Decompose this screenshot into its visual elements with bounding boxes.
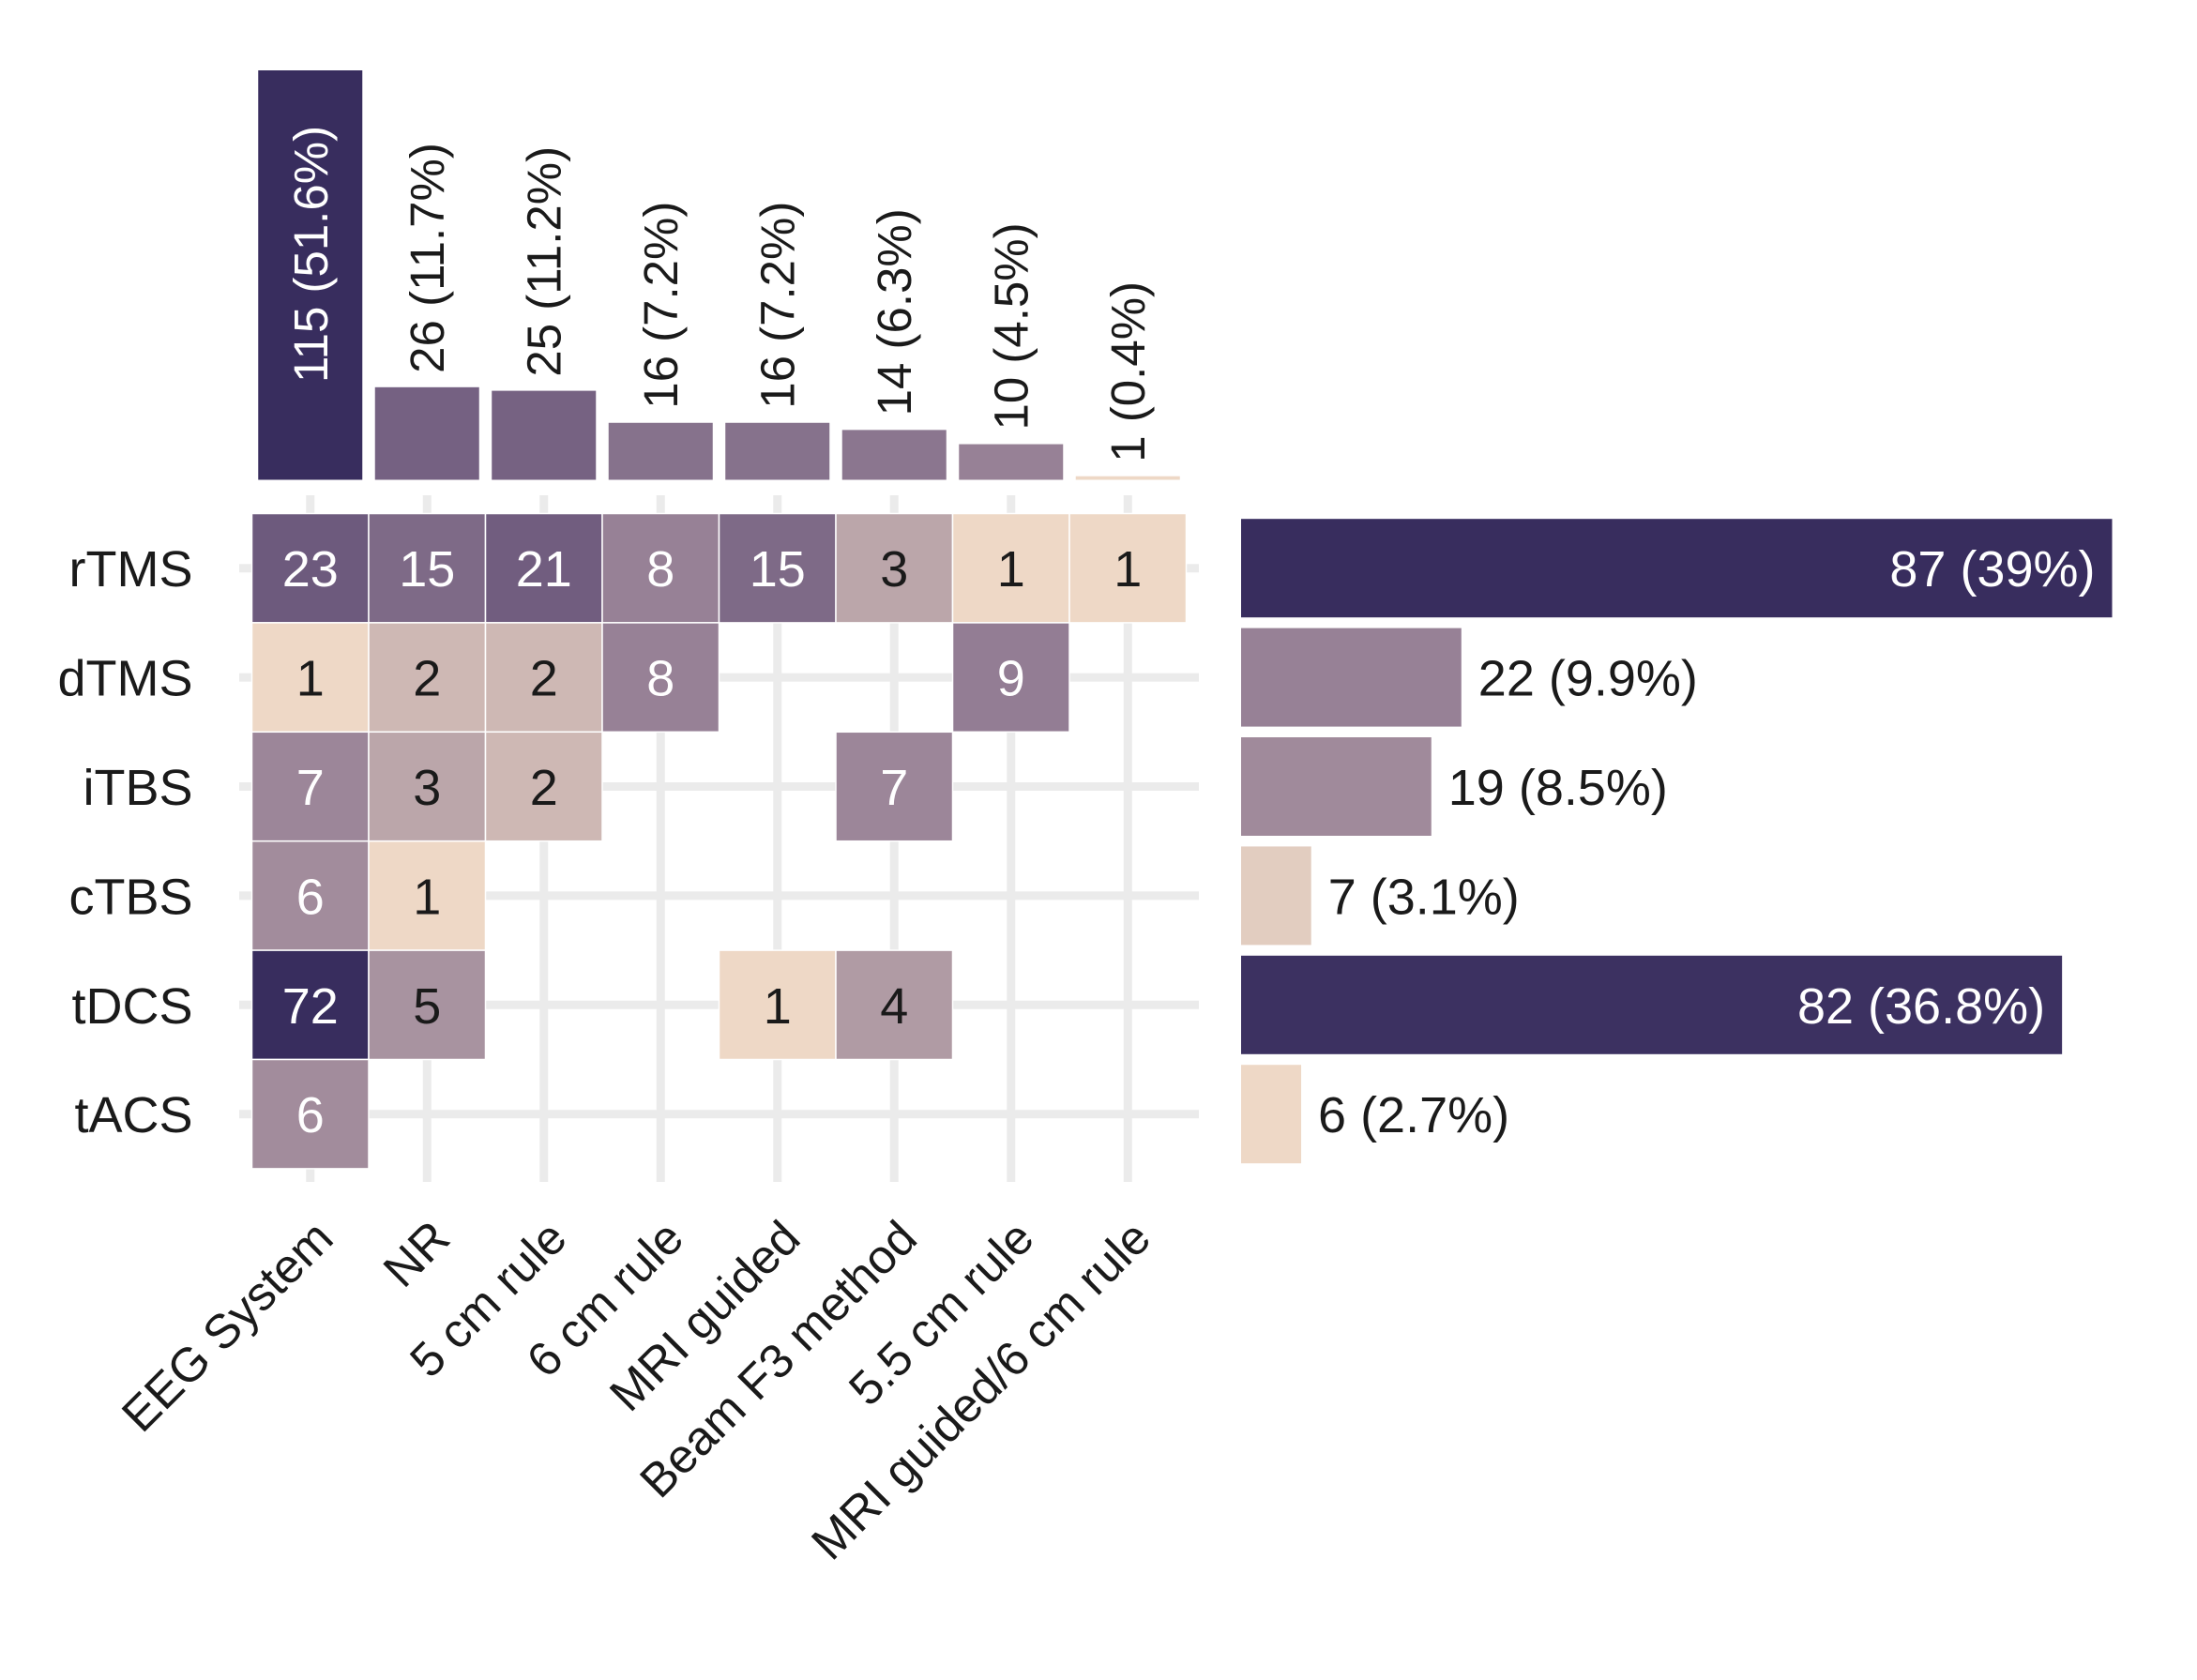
row-label: iTBS (83, 760, 192, 816)
column-label: NR (373, 1210, 460, 1296)
heatmap-cell-label: 5 (413, 978, 441, 1035)
row-total-label: 22 (9.9%) (1478, 651, 1698, 707)
heatmap-cell (484, 512, 603, 624)
heatmap-cell-label: 2 (530, 651, 558, 707)
column-total-bar (258, 70, 363, 480)
column-label: EEG System (112, 1210, 343, 1442)
heatmap-cell (951, 622, 1070, 734)
column-total-bar (374, 386, 479, 480)
heatmap-cell (368, 731, 487, 842)
row-total-bar (1241, 955, 2063, 1054)
heatmap-cell-label: 3 (880, 541, 908, 598)
row-total-bars: 87 (39%) 22 (9.9%) 19 (8.5%) 7 (3.1%) 82 (36… (1241, 519, 2113, 1164)
heatmap-cell-label: 1 (296, 651, 325, 707)
heatmap-cell-label: 8 (646, 541, 674, 598)
row-total-bar (1241, 846, 1311, 946)
row-total-bar (1241, 628, 1462, 727)
row-total-bar (1241, 519, 2113, 618)
heatmap-cell-label: 15 (399, 541, 455, 598)
column-total-label: 16 (7.2%) (751, 202, 805, 409)
row-total-bar (1241, 1065, 1302, 1164)
heatmap-cell-label: 23 (282, 541, 339, 598)
heatmap-cell (1068, 512, 1188, 624)
row-total-label: 6 (2.7%) (1318, 1087, 1509, 1143)
column-total-label: 10 (4.5%) (985, 222, 1038, 430)
heatmap-cell (835, 512, 954, 624)
heatmap-cell-label: 1 (764, 978, 792, 1035)
heatmap-cell (835, 731, 954, 842)
heatmap-cell-label: 3 (413, 760, 441, 816)
heatmap-cell-label: 7 (880, 760, 908, 816)
row-total-label: 87 (39%) (1889, 541, 2095, 598)
column-total-label: 1 (0.4%) (1101, 281, 1155, 462)
column-total-label: 14 (6.3%) (868, 208, 921, 416)
heatmap-cell (601, 622, 720, 734)
row-label: dTMS (57, 651, 192, 707)
row-label: cTBS (68, 869, 192, 925)
column-total-bar (492, 390, 597, 480)
heatmap-cell (718, 512, 837, 624)
column-total-label: 25 (11.2%) (518, 146, 571, 377)
row-label: tDCS (71, 978, 192, 1035)
heatmap-cell-label: 21 (516, 541, 572, 598)
row-labels: rTMS dTMS iTBS cTBS tDCS tACS (57, 541, 192, 1143)
column-total-label: 115 (51.6%) (284, 126, 338, 383)
heatmap-cell-label: 9 (997, 651, 1025, 707)
heatmap-cell (484, 731, 603, 842)
heatmap-cell (250, 622, 370, 734)
column-total-bars: 115 (51.6%) 26 (11.7%) 25 (11.2%) 16 (7.2%)… (258, 70, 1180, 480)
heatmap-cell (368, 622, 487, 734)
heatmap-cell-label: 4 (880, 978, 908, 1035)
column-total-bar (841, 430, 947, 480)
heatmap-cell (484, 622, 603, 734)
heatmap-cell (368, 840, 487, 951)
heatmap-cell-label: 15 (750, 541, 806, 598)
heatmap-cell-label: 6 (296, 1087, 325, 1143)
row-total-label: 19 (8.5%) (1448, 760, 1668, 816)
heatmap-cell (835, 949, 954, 1061)
row-total-label: 82 (36.8%) (1797, 978, 2045, 1035)
heatmap-cell (951, 512, 1070, 624)
heatmap-cells: 23 15 21 8 15 3 1 1 1 2 2 8 9 7 3 2 7 6 1 72 5 1 4 6 (250, 512, 1188, 1170)
column-total-bar (608, 422, 713, 480)
row-label: tACS (74, 1087, 192, 1143)
heatmap-cell-label: 7 (296, 760, 325, 816)
row-label: rTMS (69, 541, 193, 598)
heatmap-cell (368, 949, 487, 1061)
heatmap-cell-label: 1 (413, 869, 441, 925)
column-total-bar (725, 422, 830, 480)
heatmap-cell-label: 1 (997, 541, 1025, 598)
heatmap-cell-label: 1 (1114, 541, 1142, 598)
column-total-bar (959, 444, 1064, 480)
heatmap-cell-label: 72 (282, 978, 339, 1035)
column-total-bar (1075, 476, 1180, 480)
heatmap-cell (250, 1058, 370, 1170)
heatmap-cell-label: 6 (296, 869, 325, 925)
heatmap-cell-label: 2 (413, 651, 441, 707)
heatmap-cell (250, 949, 370, 1061)
heatmap-cell-label: 2 (530, 760, 558, 816)
heatmap-cell (718, 949, 837, 1061)
row-total-label: 7 (3.1%) (1328, 869, 1520, 925)
column-total-label: 26 (11.7%) (401, 143, 454, 373)
column-total-label: 16 (7.2%) (634, 202, 688, 409)
row-total-bar (1241, 737, 1432, 836)
heatmap-cell-label: 8 (646, 651, 674, 707)
